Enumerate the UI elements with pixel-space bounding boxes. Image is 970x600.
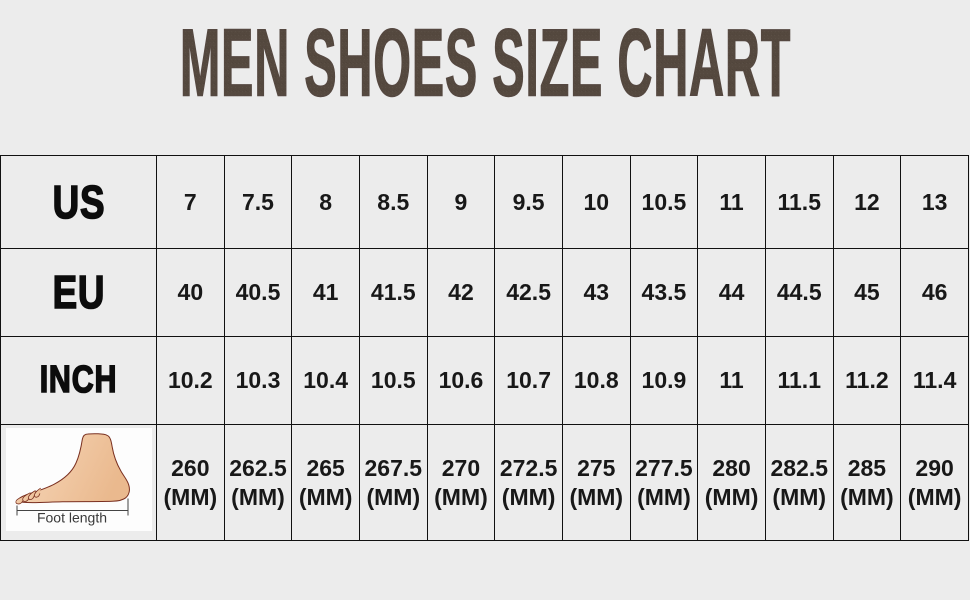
svg-text:Foot length: Foot length xyxy=(36,510,106,526)
